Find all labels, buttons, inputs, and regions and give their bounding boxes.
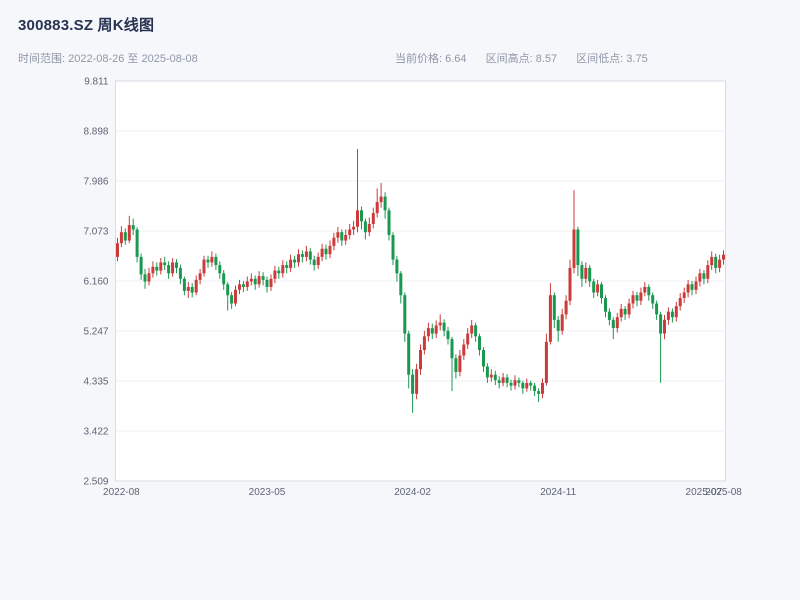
svg-text:3.422: 3.422 [83, 427, 108, 438]
svg-text:2024-02: 2024-02 [394, 487, 431, 498]
range-low-stat: 区间低点: 3.75 [576, 53, 648, 65]
price-stats: 当前价格: 6.64 区间高点: 8.57 区间低点: 3.75 [395, 50, 664, 66]
svg-text:5.247: 5.247 [83, 327, 108, 338]
svg-text:4.335: 4.335 [83, 377, 108, 388]
current-price-stat: 当前价格: 6.64 [395, 53, 467, 65]
svg-text:2024-11: 2024-11 [540, 487, 576, 498]
svg-text:8.898: 8.898 [83, 127, 108, 138]
svg-text:2.509: 2.509 [83, 477, 108, 488]
svg-text:2025-07: 2025-07 [686, 487, 723, 498]
svg-text:9.811: 9.811 [84, 77, 109, 88]
svg-text:7.073: 7.073 [83, 227, 108, 238]
date-range-label: 时间范围: 2022-08-26 至 2025-08-08 [18, 53, 198, 65]
range-high-stat: 区间高点: 8.57 [485, 53, 558, 65]
svg-text:2023-05: 2023-05 [249, 487, 286, 498]
svg-text:7.986: 7.986 [83, 177, 108, 188]
page-title: 300883.SZ 周K线图 [18, 17, 155, 34]
svg-text:2025-08: 2025-08 [705, 487, 742, 498]
svg-text:2022-08: 2022-08 [103, 487, 140, 498]
svg-text:6.160: 6.160 [83, 277, 108, 288]
